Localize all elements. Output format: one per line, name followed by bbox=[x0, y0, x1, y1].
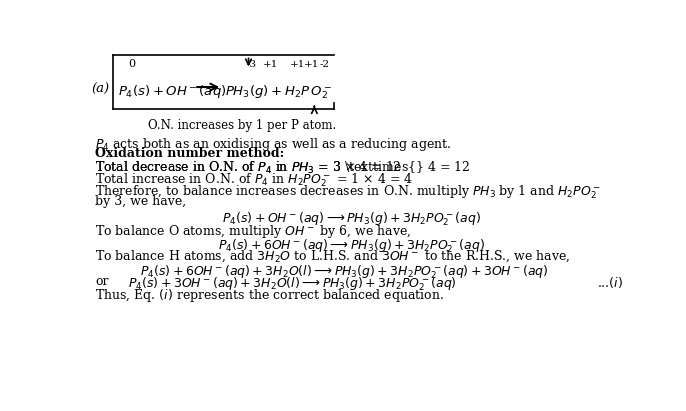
Text: (a): (a) bbox=[91, 83, 109, 96]
Text: 0: 0 bbox=[128, 59, 136, 69]
Text: Total decrease in O.N. of $P_4$ in $PH_3$ = 3 \texttimes{} 4 = 12: Total decrease in O.N. of $P_4$ in $PH_3… bbox=[95, 159, 471, 175]
Text: +1: +1 bbox=[263, 60, 278, 69]
Text: +1: +1 bbox=[289, 60, 305, 69]
Text: Therefore, to balance increases decreases in O.N. multiply $PH_3$ by 1 and $H_2P: Therefore, to balance increases decrease… bbox=[95, 183, 601, 201]
Text: $P_4$ acts both as an oxidising as well as a reducing agent.: $P_4$ acts both as an oxidising as well … bbox=[95, 136, 451, 152]
Text: -2: -2 bbox=[320, 60, 330, 69]
Text: by 3, we have,: by 3, we have, bbox=[95, 195, 186, 208]
Text: To balance O atoms, multiply $OH^-$ by 6, we have,: To balance O atoms, multiply $OH^-$ by 6… bbox=[95, 223, 412, 240]
Text: O.N. increases by 1 per P atom.: O.N. increases by 1 per P atom. bbox=[147, 119, 336, 132]
Text: $PH_3(g) + H_2P\,O_2^-$: $PH_3(g) + H_2P\,O_2^-$ bbox=[225, 83, 333, 101]
Text: or: or bbox=[95, 275, 108, 288]
Text: Oxidation number method:: Oxidation number method: bbox=[95, 148, 284, 160]
Text: Total increase in O.N. of $P_4$ in $H_2PO_2^-$ = 1 × 4 = 4: Total increase in O.N. of $P_4$ in $H_2P… bbox=[95, 171, 413, 189]
Text: +1: +1 bbox=[305, 60, 320, 69]
Text: ...$(i)$: ...$(i)$ bbox=[598, 275, 624, 290]
Text: Thus, Eq. $(i)$ represents the correct balanced equation.: Thus, Eq. $(i)$ represents the correct b… bbox=[95, 287, 444, 304]
Text: $P_4(s) + OH^-(aq)$: $P_4(s) + OH^-(aq)$ bbox=[118, 83, 227, 100]
Text: $P_4(s) + 6OH^-(aq) \longrightarrow PH_3(g) + 3H_2PO_2^-(aq)$: $P_4(s) + 6OH^-(aq) \longrightarrow PH_3… bbox=[218, 237, 485, 254]
Text: Total decrease in O.N. of $P_4$ in $PH_3$ = 3 × 4 = 12: Total decrease in O.N. of $P_4$ in $PH_3… bbox=[95, 159, 402, 175]
Text: $P_4(s) + OH^-(aq) \longrightarrow PH_3(g) + 3H_2PO_2^-(aq)$: $P_4(s) + OH^-(aq) \longrightarrow PH_3(… bbox=[222, 211, 481, 228]
Text: $P_4(s) + 6OH^-(aq) + 3H_2O(l) \longrightarrow PH_3(g) + 3H_2PO_2^-(aq) + 3OH^-(: $P_4(s) + 6OH^-(aq) + 3H_2O(l) \longrigh… bbox=[140, 263, 549, 281]
Text: -3: -3 bbox=[247, 60, 257, 69]
Text: $P_4(s) + 3OH^-(aq) + 3H_2O(l) \longrightarrow PH_3(g) + 3H_2PO_2^-(aq)$: $P_4(s) + 3OH^-(aq) + 3H_2O(l) \longrigh… bbox=[128, 275, 457, 293]
Text: To balance H atoms, add $3H_2O$ to L.H.S. and $3OH^-$ to the R.H.S., we have,: To balance H atoms, add $3H_2O$ to L.H.S… bbox=[95, 249, 570, 264]
